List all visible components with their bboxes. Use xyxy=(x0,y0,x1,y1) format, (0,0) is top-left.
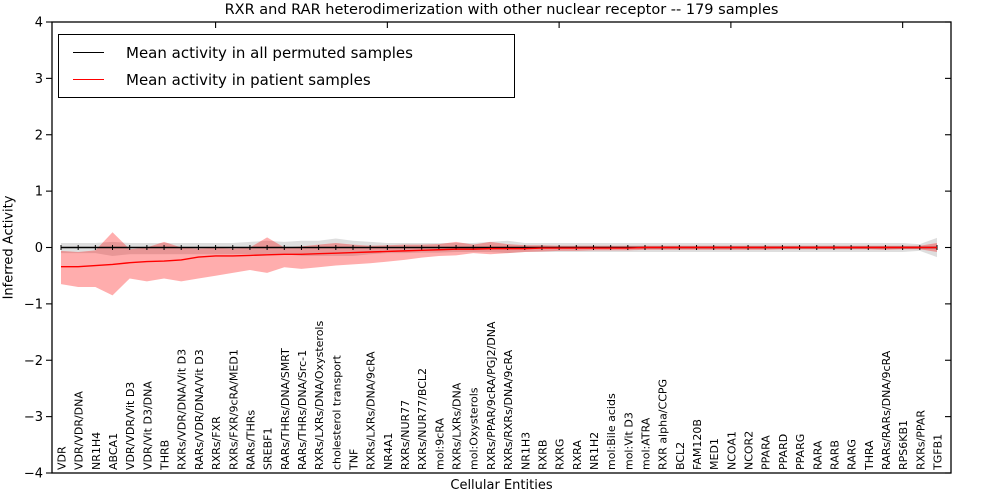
legend-item-patient: Mean activity in patient samples xyxy=(73,70,514,90)
x-tick-label: RXRs/NUR77/BCL2 xyxy=(416,368,429,470)
x-tick-label: RARs/VDR/DNA/Vit D3 xyxy=(193,349,206,470)
x-tick-label: THRB xyxy=(159,440,172,471)
x-tick-label: RXRs/RXRs/DNA/9cRA xyxy=(502,349,515,470)
y-tick-label: 4 xyxy=(35,16,43,31)
x-axis-label: Cellular Entities xyxy=(450,478,553,493)
x-tick-label: RXRs/LXRs/DNA xyxy=(451,382,464,470)
x-tick-label: RXRs/FXR xyxy=(210,416,223,470)
x-tick-label: RPS6KB1 xyxy=(897,420,910,470)
x-tick-label: RXRs/PPAR xyxy=(914,410,927,470)
x-tick-label: NCOA1 xyxy=(725,431,738,470)
x-tick-label: RARB xyxy=(828,440,841,470)
y-tick-label: −2 xyxy=(24,354,43,369)
x-tick-label: RXRs/NUR77 xyxy=(399,400,412,470)
y-tick-label: 1 xyxy=(35,185,43,200)
x-tick-label: RXRA xyxy=(571,440,584,470)
x-tick-label: mol:Vit D3 xyxy=(622,412,635,470)
x-tick-label: MED1 xyxy=(708,438,721,470)
x-tick-label: VDR/VDR/DNA xyxy=(73,391,86,470)
x-tick-label: RXRs/PPAR/9cRA/PGJ2/DNA xyxy=(485,321,498,470)
x-tick-label: RARG xyxy=(846,439,859,470)
x-tick-label: PPARD xyxy=(777,434,790,470)
x-tick-label: cholesterol transport xyxy=(330,355,343,470)
x-tick-label: RXRs/FXR/9cRA/MED1 xyxy=(227,349,240,470)
x-tick-label: mol:9cRA xyxy=(433,418,446,470)
x-tick-label: VDR/VDR/Vit D3 xyxy=(124,382,137,470)
legend: Mean activity in all permuted samples Me… xyxy=(58,34,515,98)
y-tick-label: −3 xyxy=(24,410,43,425)
y-tick-label: −1 xyxy=(24,297,43,312)
x-tick-label: TGFB1 xyxy=(932,434,945,471)
x-tick-label: NR1H2 xyxy=(588,432,601,470)
x-tick-label: RXRs/VDR/DNA/Vit D3 xyxy=(176,349,189,470)
legend-item-permuted: Mean activity in all permuted samples xyxy=(73,43,514,63)
y-tick-label: 2 xyxy=(35,128,43,143)
x-tick-label: NR4A1 xyxy=(382,433,395,470)
x-tick-label: RARs/RARs/DNA/9cRA xyxy=(880,350,893,470)
x-tick-label: RXRG xyxy=(554,439,567,470)
y-tick-label: 0 xyxy=(35,241,43,256)
chart-title: RXR and RAR heterodimerization with othe… xyxy=(224,2,779,18)
x-tick-label: RARA xyxy=(811,440,824,470)
x-tick-label: RXRs/LXRs/DNA/Oxysterols xyxy=(313,321,326,470)
x-tick-label: mol:Bile acids xyxy=(605,393,618,470)
x-tick-label: RXRB xyxy=(536,440,549,470)
x-tick-label: PPARG xyxy=(794,434,807,470)
x-tick-label: RXRs/LXRs/DNA/9cRA xyxy=(365,351,378,470)
x-tick-label: BCL2 xyxy=(674,442,687,470)
y-tick-label: −4 xyxy=(24,467,43,482)
x-tick-label: NCOR2 xyxy=(743,431,756,470)
x-tick-label: FAM120B xyxy=(691,419,704,470)
x-tick-label: SREBF1 xyxy=(262,428,275,470)
x-tick-label: NR1H3 xyxy=(519,432,532,470)
legend-label-patient: Mean activity in patient samples xyxy=(126,70,371,89)
x-tick-label: PPARA xyxy=(760,435,773,470)
x-tick-label: RARs/THRs/DNA/SMRT xyxy=(279,348,292,470)
x-tick-label: RARs/THRs xyxy=(244,410,257,470)
x-tick-label: VDR xyxy=(56,446,69,470)
y-tick-label: 3 xyxy=(35,72,43,87)
legend-label-permuted: Mean activity in all permuted samples xyxy=(126,43,413,62)
x-tick-label: mol:Oxysterols xyxy=(468,387,481,470)
x-tick-label: RXR alpha/CCPG xyxy=(657,379,670,470)
mean-line-patient xyxy=(61,246,937,268)
x-tick-label: mol:ATRA xyxy=(640,417,653,470)
x-tick-label: TNF xyxy=(348,449,361,471)
x-tick-label: NR1H4 xyxy=(90,432,103,470)
x-tick-label: VDR/Vit D3/DNA xyxy=(141,381,154,470)
x-tick-label: RARs/THRs/DNA/Src-1 xyxy=(296,350,309,470)
permuted-line-sample-icon xyxy=(73,52,104,53)
x-tick-label: THRA xyxy=(863,440,876,471)
patient-line-sample-icon xyxy=(73,79,104,80)
x-tick-label: ABCA1 xyxy=(107,433,120,470)
